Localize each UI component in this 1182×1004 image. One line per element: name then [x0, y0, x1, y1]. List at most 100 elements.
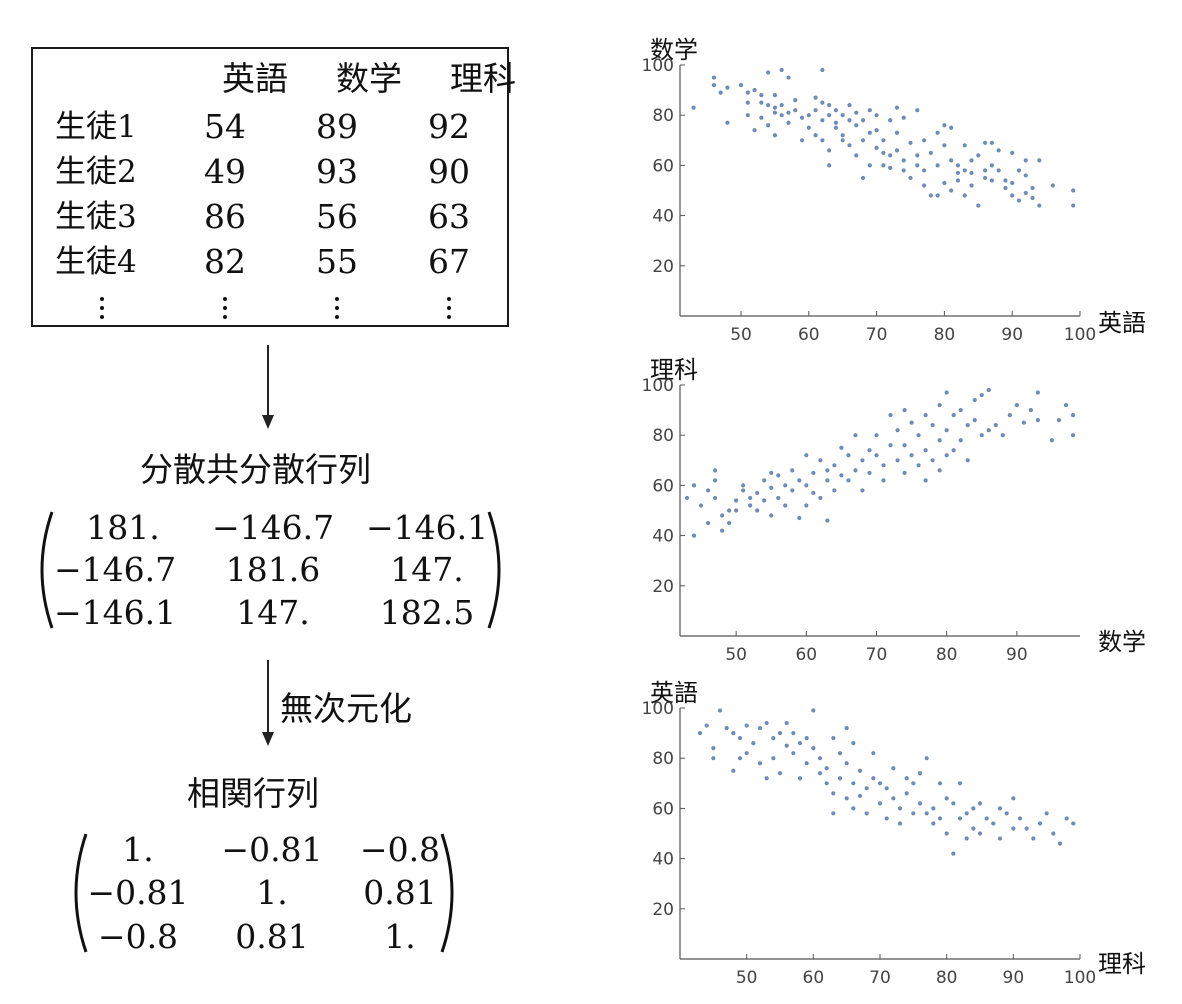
scatter-point [820, 138, 825, 143]
x-tick-label: 80 [936, 968, 958, 988]
scatter-point [997, 836, 1003, 841]
scatter-point [964, 836, 969, 841]
scatter-point [867, 470, 872, 475]
scatter-point [921, 168, 927, 173]
correlation-title: 相関行列 [187, 774, 319, 813]
scatter-point [779, 113, 784, 118]
y-tick-label: 80 [652, 106, 674, 126]
scatter-point [811, 708, 816, 713]
scatter-point [993, 423, 998, 428]
scatter-point [962, 168, 967, 173]
scatter-point [818, 458, 823, 463]
y-tick-label: 20 [652, 577, 674, 597]
scatter-point [931, 821, 936, 826]
scatter-point [1028, 408, 1033, 413]
scatter-point [951, 448, 956, 453]
scatter-point [923, 478, 928, 483]
scatter-point [783, 503, 788, 508]
scatter-point [937, 468, 942, 473]
scatter-point [784, 720, 789, 726]
scatter-point [833, 120, 839, 125]
scatter-point [958, 408, 963, 413]
scatter-point [982, 140, 988, 145]
scatter-point [772, 93, 778, 98]
scatter-point [1071, 203, 1076, 208]
scatter-point [724, 725, 729, 731]
scatter-point [957, 781, 963, 786]
scatter-point [977, 801, 983, 806]
scatter-point [977, 831, 983, 836]
scatter-point [881, 163, 886, 168]
header-english: 英語 [222, 59, 288, 98]
matrix-cell: 1. [384, 917, 416, 956]
scatter-point [1037, 821, 1043, 826]
scatter-point [783, 483, 788, 488]
scatter-point [958, 438, 963, 443]
scatter-point [881, 138, 886, 143]
scatter-point [755, 508, 760, 513]
y-tick-label: 40 [652, 527, 674, 547]
scatter-point [797, 478, 802, 483]
row-label: 生徒1 [55, 109, 137, 145]
scatter-point [725, 120, 730, 125]
scatter-point [827, 163, 832, 168]
scatter-point [797, 741, 803, 746]
scatter-point [902, 443, 907, 448]
scatter-point [1049, 438, 1055, 443]
x-tick-label: 90 [1001, 325, 1023, 345]
scatter-point [908, 175, 913, 181]
scatter-point [986, 387, 991, 393]
scatter-point [969, 170, 974, 176]
scatter-point [738, 82, 744, 88]
scatter-point [965, 423, 970, 428]
scatter-point [989, 163, 994, 168]
scatter-point [813, 108, 818, 113]
scatter-point [935, 193, 940, 198]
scatter-point [1057, 841, 1063, 846]
scatter-point [944, 428, 949, 433]
matrix-cell: 1. [122, 830, 154, 869]
scatter-point [793, 98, 798, 103]
scatter-point [854, 153, 859, 158]
scatter-point [962, 193, 967, 198]
scatter-point [874, 128, 879, 133]
scatter-point [839, 473, 844, 478]
scatter-point [711, 82, 716, 88]
scatter-point [757, 725, 763, 731]
scatter-point [937, 816, 943, 821]
y-tick-label: 60 [652, 476, 674, 496]
x-tick-label: 70 [866, 645, 888, 665]
scatter-point [751, 741, 756, 746]
scatter-point [824, 766, 829, 771]
scatter-point [979, 433, 984, 438]
scatter-point [904, 791, 909, 796]
scatter-point [851, 806, 856, 811]
scatter-point [1016, 168, 1022, 173]
scatter-point [924, 756, 929, 761]
scatter-point [762, 498, 767, 503]
scatter-point [909, 453, 914, 458]
table-cell: 92 [428, 107, 470, 146]
scatter-point [759, 93, 764, 98]
scatter-point [766, 103, 771, 108]
matrix-cell: 181.6 [225, 550, 321, 589]
scatter-point [937, 438, 942, 443]
scatter-point [1070, 413, 1076, 418]
scatter-point [902, 408, 907, 413]
scatter-point [1071, 821, 1076, 826]
scatter-point [790, 488, 795, 493]
x-tick-label: 90 [1003, 968, 1025, 988]
scatter-point [840, 138, 845, 143]
matrix-cell: 0.81 [363, 873, 437, 912]
scatter-point [909, 420, 914, 425]
scatter-point [1004, 811, 1009, 816]
scatter-point [727, 520, 732, 526]
matrix-cell: 147. [390, 550, 464, 589]
scatter-point [921, 138, 927, 143]
arrow-head-icon [262, 732, 274, 746]
scatter-point [840, 113, 845, 118]
table-cell: 67 [428, 242, 470, 281]
scatter-point [897, 821, 903, 826]
row-label: 生徒3 [55, 199, 137, 235]
scatter-point [793, 108, 798, 113]
